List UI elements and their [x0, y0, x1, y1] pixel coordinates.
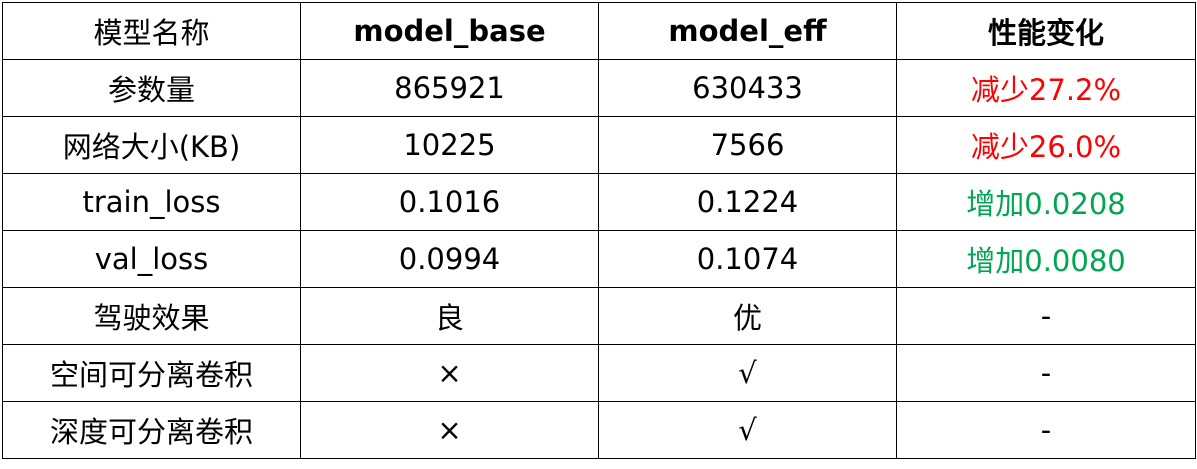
- eff-value: 0.1224: [598, 173, 897, 231]
- eff-value: 7566: [598, 116, 897, 174]
- model-comparison-table: 模型名称 model_base model_eff 性能变化 参数量 86592…: [2, 2, 1196, 459]
- eff-value: 630433: [598, 59, 897, 117]
- eff-value: √: [598, 401, 897, 459]
- change-value: 增加0.0208: [896, 173, 1196, 231]
- row-label: 驾驶效果: [2, 287, 301, 345]
- base-value: 0.0994: [300, 230, 599, 288]
- table-row: 参数量 865921 630433 减少27.2%: [2, 59, 1196, 117]
- base-value: ×: [300, 344, 599, 402]
- header-model-base: model_base: [300, 2, 599, 60]
- base-value: 10225: [300, 116, 599, 174]
- eff-value: √: [598, 344, 897, 402]
- header-model-eff: model_eff: [598, 2, 897, 60]
- row-label: 参数量: [2, 59, 301, 117]
- base-value: ×: [300, 401, 599, 459]
- change-value: -: [896, 287, 1196, 345]
- header-row: 模型名称 model_base model_eff 性能变化: [2, 2, 1196, 60]
- header-model-name: 模型名称: [2, 2, 301, 60]
- base-value: 0.1016: [300, 173, 599, 231]
- row-label: train_loss: [2, 173, 301, 231]
- base-value: 良: [300, 287, 599, 345]
- change-value: 减少26.0%: [896, 116, 1196, 174]
- eff-value: 优: [598, 287, 897, 345]
- header-performance-change: 性能变化: [896, 2, 1196, 60]
- row-label: 深度可分离卷积: [2, 401, 301, 459]
- table-row: val_loss 0.0994 0.1074 增加0.0080: [2, 230, 1196, 288]
- row-label: 网络大小(KB): [2, 116, 301, 174]
- row-label: 空间可分离卷积: [2, 344, 301, 402]
- table-row: 驾驶效果 良 优 -: [2, 287, 1196, 345]
- table-row: 网络大小(KB) 10225 7566 减少26.0%: [2, 116, 1196, 174]
- change-value: 增加0.0080: [896, 230, 1196, 288]
- eff-value: 0.1074: [598, 230, 897, 288]
- table-row: 空间可分离卷积 × √ -: [2, 344, 1196, 402]
- change-value: -: [896, 401, 1196, 459]
- change-value: 减少27.2%: [896, 59, 1196, 117]
- table-row: train_loss 0.1016 0.1224 增加0.0208: [2, 173, 1196, 231]
- base-value: 865921: [300, 59, 599, 117]
- change-value: -: [896, 344, 1196, 402]
- row-label: val_loss: [2, 230, 301, 288]
- table-row: 深度可分离卷积 × √ -: [2, 401, 1196, 459]
